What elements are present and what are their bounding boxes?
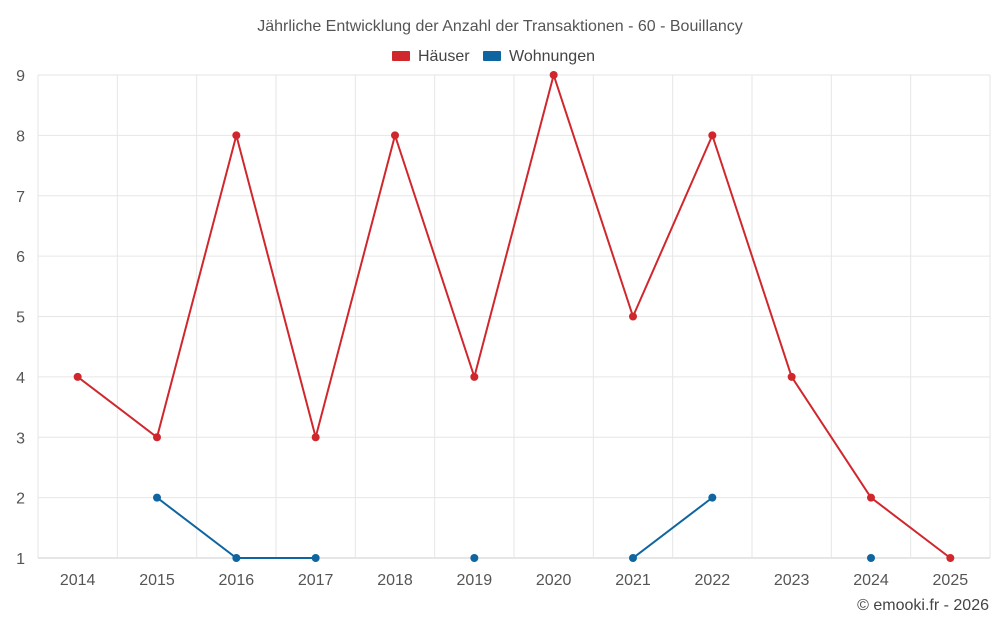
x-tick-label: 2018: [377, 572, 413, 589]
data-point: [470, 554, 479, 562]
data-point: [470, 372, 479, 381]
data-point: [867, 554, 875, 562]
axes: 1 2 3 4 5 6 7 8 9 2014 2015 2016 2017 2018 2019 2020 202…: [16, 68, 968, 589]
data-point: [946, 554, 955, 562]
legend: Häuser Wohnungen: [392, 48, 595, 65]
data-point: [232, 131, 241, 140]
data-point: [153, 493, 161, 502]
series-group: [73, 71, 955, 562]
x-tick-label: 2017: [298, 572, 334, 589]
data-point: [549, 71, 558, 79]
data-point: [391, 131, 399, 140]
x-tick-label: 2015: [139, 572, 175, 589]
y-tick-label: 3: [16, 430, 25, 447]
x-tick-label: 2024: [853, 572, 889, 589]
x-tick-label: 2016: [219, 572, 255, 589]
data-point: [73, 372, 82, 381]
x-tick-label: 2019: [457, 572, 493, 589]
x-tick-label: 2014: [60, 572, 96, 589]
y-tick-label: 6: [16, 249, 25, 266]
legend-label: Wohnungen: [509, 48, 595, 65]
data-point: [311, 554, 320, 562]
series-group: [153, 493, 875, 562]
y-tick-label: 2: [16, 491, 25, 508]
data-point: [708, 131, 717, 140]
y-tick-label: 7: [16, 189, 25, 206]
series-line: [632, 496, 713, 559]
data-point: [311, 433, 320, 442]
x-tick-label: 2020: [536, 572, 572, 589]
x-tick-label: 2025: [933, 572, 969, 589]
x-tick-label: 2021: [615, 572, 651, 589]
copyright-text: © emooki.fr - 2026: [857, 597, 989, 614]
legend-swatch: [392, 51, 410, 61]
x-tick-label: 2022: [695, 572, 731, 589]
series-line: [77, 71, 951, 559]
chart-title: Jährliche Entwicklung der Anzahl der Tra…: [257, 18, 743, 35]
y-tick-label: 8: [16, 128, 25, 145]
data-point: [232, 554, 241, 562]
x-tick-label: 2023: [774, 572, 810, 589]
data-point: [867, 493, 875, 502]
data-point: [787, 372, 796, 381]
y-tick-label: 4: [16, 370, 25, 387]
data-point: [629, 554, 637, 562]
y-tick-label: 5: [16, 310, 25, 327]
data-point: [629, 312, 637, 321]
series: [73, 71, 955, 562]
data-point: [708, 493, 717, 502]
y-tick-label: 9: [16, 68, 25, 85]
legend-label: Häuser: [418, 48, 470, 65]
grid: [37, 74, 991, 559]
legend-swatch: [483, 51, 501, 61]
y-tick-label: 1: [16, 551, 25, 568]
series-line: [156, 496, 316, 559]
data-point: [153, 433, 161, 442]
